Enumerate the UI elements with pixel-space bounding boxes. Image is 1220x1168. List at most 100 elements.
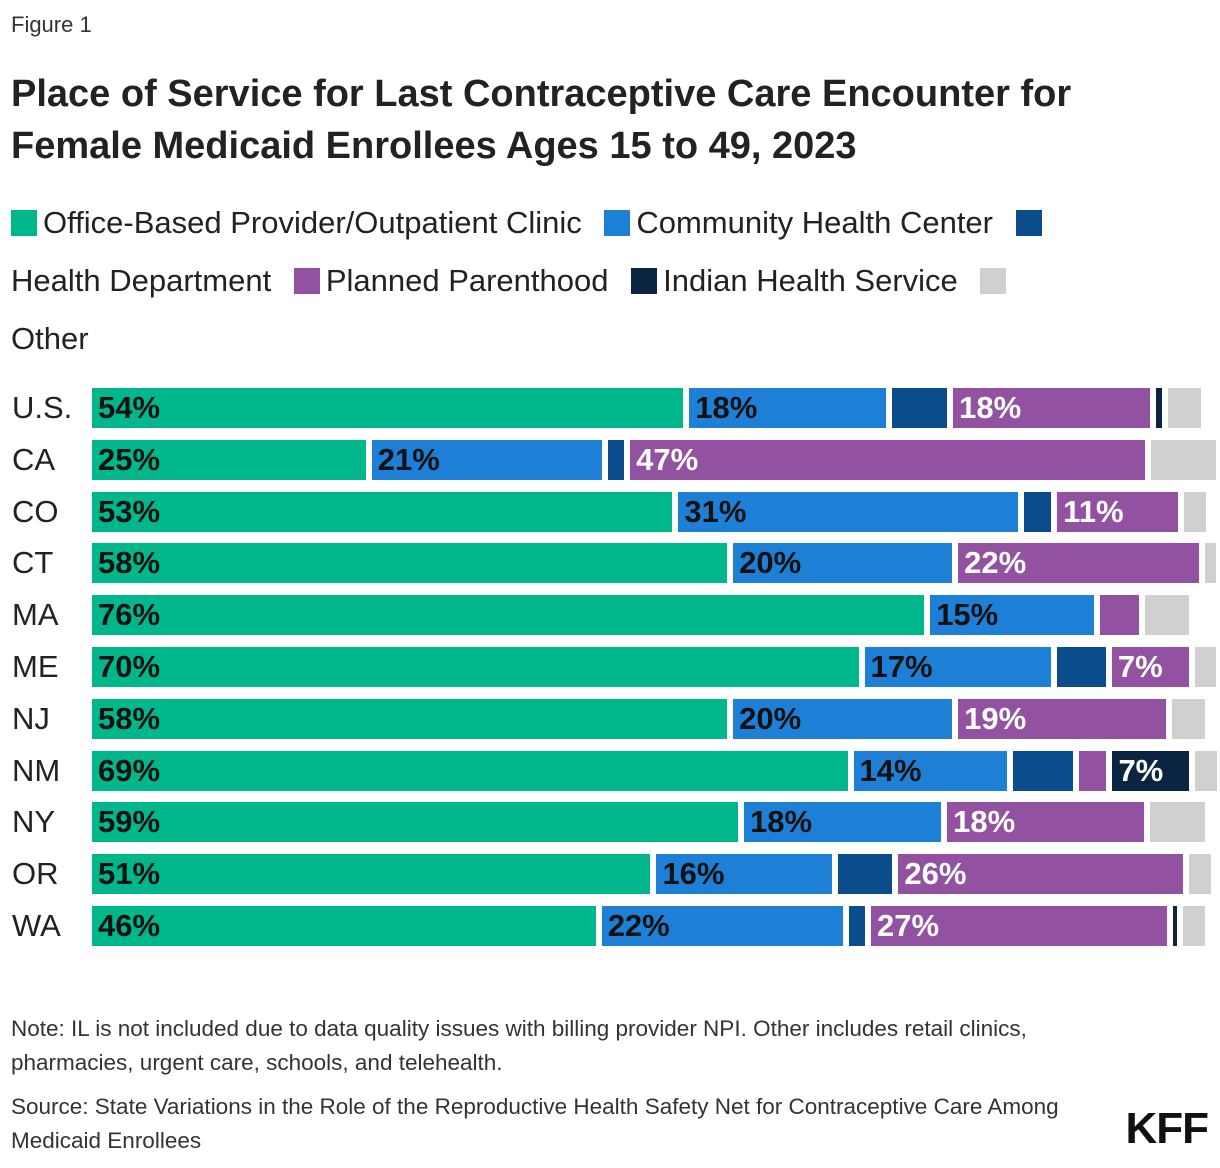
bar-segment: 18%: [953, 388, 1151, 428]
bar-segment: [607, 439, 625, 480]
data-label: 20%: [739, 700, 802, 736]
data-label: 7%: [1118, 752, 1164, 788]
chart-title: Place of Service for Last Contraceptive …: [11, 73, 1072, 167]
category-label: CA: [12, 441, 56, 477]
legend-item: Indian Health Service: [631, 263, 958, 298]
bar-segment: [848, 906, 866, 946]
category-label: NM: [12, 752, 61, 788]
bar-segment: 26%: [898, 854, 1184, 895]
category-label: NJ: [12, 700, 50, 736]
data-label: 54%: [98, 390, 161, 425]
bar-segment: [1100, 595, 1139, 636]
data-label: 18%: [953, 804, 1016, 840]
data-label: 18%: [695, 390, 758, 425]
bar-segment: 27%: [871, 906, 1167, 946]
bar-segment: 54%: [92, 388, 684, 428]
data-label: 11%: [1063, 493, 1124, 529]
bar-segment: 22%: [601, 906, 843, 946]
bar-segment: 7%: [1111, 647, 1189, 687]
legend: Office-Based Provider/Outpatient Clinic …: [11, 194, 1091, 368]
bar-segment: 19%: [958, 698, 1167, 739]
data-label: 17%: [870, 649, 933, 684]
bar-segment: 22%: [958, 543, 1199, 584]
bar-segment: 58%: [92, 698, 728, 739]
bar-segment: [1150, 439, 1217, 480]
bar-segment: [1195, 750, 1217, 791]
legend-swatch: [604, 210, 631, 236]
data-label: 59%: [98, 804, 161, 840]
data-label: 58%: [98, 545, 161, 581]
data-label: 76%: [98, 597, 161, 633]
category-label: MA: [12, 597, 59, 633]
bar-segment: 18%: [744, 802, 942, 843]
bar-segment: 51%: [92, 854, 651, 895]
data-label: 25%: [98, 441, 161, 477]
bar-segment: 53%: [92, 491, 673, 532]
data-label: 18%: [750, 804, 813, 840]
bar-segment: 11%: [1057, 491, 1178, 532]
bar-segment: 25%: [92, 439, 366, 480]
legend-label: Health Department: [11, 263, 272, 298]
bar-segment: [1056, 647, 1106, 687]
data-label: 16%: [662, 856, 725, 892]
bar-segment: [892, 388, 948, 428]
kff-logo: KFF: [1125, 1104, 1209, 1153]
data-label: 53%: [98, 493, 161, 529]
bar-segment: 59%: [92, 802, 739, 843]
bar-segment: 18%: [689, 388, 887, 428]
data-label: 21%: [377, 441, 440, 477]
bar-segment: 21%: [371, 439, 602, 480]
data-label: 26%: [904, 856, 967, 892]
legend-label: Community Health Center: [636, 205, 993, 240]
legend-swatch: [293, 268, 320, 294]
data-label: 22%: [607, 908, 670, 943]
category-label: WA: [12, 908, 61, 943]
data-label: 18%: [959, 390, 1022, 425]
bar-segment: [1189, 854, 1211, 895]
bar-segment: 20%: [733, 698, 953, 739]
category-label: ME: [12, 649, 59, 684]
data-label: 31%: [684, 493, 747, 529]
source: Source: State Variations in the Role of …: [11, 1094, 1059, 1153]
bar-segment: [1172, 906, 1177, 946]
data-label: 14%: [859, 752, 922, 788]
legend-swatch: [1015, 210, 1042, 236]
category-label: U.S.: [12, 390, 73, 425]
bar-segment: 15%: [930, 595, 1095, 636]
bar-segment: [1172, 698, 1205, 739]
bar-segment: 46%: [92, 906, 596, 946]
legend-item: Planned Parenthood: [293, 263, 609, 298]
legend-label: Indian Health Service: [663, 263, 958, 298]
bar-segment: [1079, 750, 1107, 791]
data-label: 58%: [98, 700, 161, 736]
data-label: 70%: [98, 649, 161, 684]
legend-label: Office-Based Provider/Outpatient Clinic: [43, 205, 582, 240]
bar-segment: 58%: [92, 543, 728, 584]
bar-segment: [1182, 906, 1205, 946]
category-label: CT: [12, 545, 54, 581]
bar-segment: [1194, 647, 1217, 687]
bar-segment: 31%: [678, 491, 1018, 532]
legend-swatch: [631, 268, 658, 294]
legend-swatch: [11, 210, 37, 236]
category-label: CO: [12, 493, 59, 529]
bar-segment: [1183, 491, 1206, 532]
data-label: 47%: [636, 441, 699, 477]
data-label: 69%: [98, 752, 161, 788]
bar-segment: 70%: [92, 647, 859, 687]
legend-item: Health Department: [11, 205, 1048, 298]
bar-segment: 17%: [864, 647, 1051, 687]
bar-segment: 76%: [92, 595, 925, 636]
legend-label: Other: [11, 321, 89, 356]
bar-segment: [1156, 388, 1162, 428]
data-label: 27%: [877, 908, 940, 943]
bar-segment: [1205, 543, 1216, 584]
category-label: OR: [12, 856, 59, 892]
bar-segment: [837, 854, 893, 895]
bar-segment: [1012, 750, 1074, 791]
bar-segment: [1167, 388, 1201, 428]
data-label: 15%: [936, 597, 999, 633]
legend-label: Planned Parenthood: [325, 263, 609, 298]
bar-segment: [1144, 595, 1189, 636]
